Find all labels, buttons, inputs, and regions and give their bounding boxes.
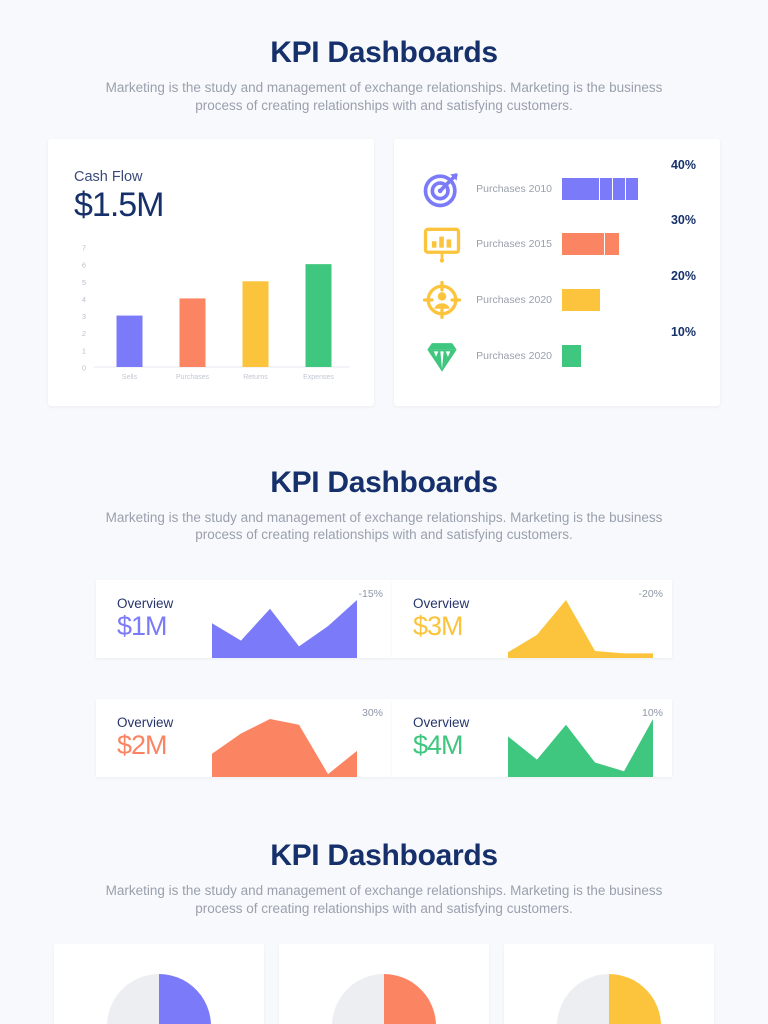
donut-chart [332, 973, 436, 1024]
donut-card[interactable] [279, 943, 489, 1024]
cash-flow-card[interactable]: Cash Flow $1.5M 0 1 2 3 4 5 6 7 Sells Purchases R… [48, 138, 374, 406]
overview-delta: 10% [641, 707, 663, 720]
donut-card[interactable] [54, 943, 264, 1024]
overview-delta: 30% [361, 707, 383, 720]
svg-text:7: 7 [82, 243, 86, 252]
section-kpi-one: KPI Dashboards Marketing is the study an… [0, 0, 768, 406]
overview-label: Overview [117, 595, 174, 611]
target-person-icon [420, 278, 464, 322]
section-header: KPI Dashboards Marketing is the study an… [0, 839, 768, 918]
goal-progress-bar[interactable] [562, 344, 581, 367]
svg-text:Expenses: Expenses [303, 374, 334, 381]
goal-percent: 30% [670, 213, 696, 228]
section-kpi-two: KPI Dashboards Marketing is the study an… [0, 406, 768, 778]
goal-row[interactable]: Purchases 2020 20% [412, 269, 702, 328]
goal-label: Purchases 2020 [476, 349, 552, 362]
svg-text:3: 3 [82, 312, 86, 321]
section-kpi-three: KPI Dashboards Marketing is the study an… [0, 777, 768, 1024]
goal-bar-segment [599, 177, 613, 200]
goal-bar-segment [625, 177, 638, 200]
overview-area-chart [212, 600, 357, 659]
overview-area-chart [212, 719, 357, 778]
page-title: KPI Dashboards [270, 36, 498, 69]
cards-row-three [0, 943, 768, 1024]
cash-flow-value: $1.5M [74, 185, 165, 224]
goal-bar-wrap: 20% [562, 269, 702, 311]
svg-text:Returns: Returns [243, 374, 268, 381]
bar-chart-y-axis: 0 1 2 3 4 5 6 7 [82, 243, 86, 372]
goal-bar-wrap: 10% [562, 325, 702, 367]
svg-text:4: 4 [82, 295, 86, 304]
overview-value: $4M [413, 730, 464, 761]
target-dart-icon [420, 167, 464, 211]
overview-card[interactable]: Overview $4M 10% [392, 699, 672, 778]
section-header: KPI Dashboards Marketing is the study an… [0, 466, 768, 545]
donut-chart [557, 973, 661, 1024]
presentation-chart-icon [420, 222, 464, 266]
goal-bar-segment [562, 177, 600, 200]
overview-text: Overview $2M [96, 715, 212, 762]
diamond-icon [420, 334, 464, 378]
goal-percent: 10% [670, 324, 696, 339]
overview-label: Overview [117, 714, 174, 730]
page-subtitle: Marketing is the study and management of… [105, 883, 663, 917]
goal-bar-wrap: 30% [562, 213, 702, 256]
overview-text: Overview $4M [392, 715, 508, 762]
donut-card[interactable] [504, 943, 714, 1024]
overview-value: $3M [413, 611, 464, 642]
overview-card[interactable]: Overview $2M 30% [96, 699, 392, 778]
overview-area-chart [508, 600, 653, 659]
goal-progress-bar[interactable] [562, 289, 600, 311]
overview-text: Overview $1M [96, 596, 212, 643]
svg-text:0: 0 [82, 363, 86, 372]
goal-bar-segment [562, 289, 600, 311]
svg-text:6: 6 [82, 260, 86, 269]
goal-percent: 20% [670, 269, 696, 283]
cash-flow-label: Cash Flow [74, 168, 143, 185]
overview-card[interactable]: Overview $1M -15% [96, 580, 392, 659]
goal-progress-bar[interactable] [562, 177, 638, 200]
goal-row[interactable]: Purchases 2020 10% [412, 325, 702, 384]
overview-label: Overview [413, 595, 470, 611]
goal-bar-segment [612, 177, 626, 200]
overview-area-chart [508, 719, 653, 778]
goal-label: Purchases 2010 [476, 182, 552, 195]
section-header: KPI Dashboards Marketing is the study an… [0, 36, 768, 115]
svg-text:Purchases: Purchases [176, 374, 210, 381]
overview-delta: -15% [358, 588, 383, 601]
goal-progress-bar[interactable] [562, 233, 619, 256]
svg-text:5: 5 [82, 277, 86, 286]
svg-text:Sells: Sells [122, 374, 138, 381]
goal-label: Purchases 2020 [476, 294, 552, 306]
overview-text: Overview $3M [392, 596, 508, 643]
overview-delta: -20% [638, 588, 663, 601]
svg-text:2: 2 [82, 329, 86, 338]
svg-text:1: 1 [82, 346, 86, 355]
cash-flow-bar-chart: 0 1 2 3 4 5 6 7 Sells Purchases Returns Expenses [82, 243, 350, 381]
page-title: KPI Dashboards [270, 839, 498, 873]
overview-value: $1M [117, 611, 168, 642]
purchases-goals-card[interactable]: Purchases 2010 40% [394, 138, 720, 406]
overview-card[interactable]: Overview $3M -20% [392, 580, 672, 659]
overview-label: Overview [413, 714, 470, 730]
goal-bar-segment [562, 344, 581, 367]
page-title: KPI Dashboards [270, 465, 498, 499]
goal-row[interactable]: Purchases 2010 40% [412, 158, 702, 217]
goal-bar-wrap: 40% [562, 158, 702, 200]
goal-percent: 40% [670, 157, 696, 172]
overview-value: $2M [117, 730, 168, 761]
goal-label: Purchases 2015 [476, 238, 552, 251]
page-subtitle: Marketing is the study and management of… [105, 80, 663, 113]
donut-chart [107, 973, 211, 1024]
goal-bar-segment [605, 233, 619, 256]
cards-row-one: Cash Flow $1.5M 0 1 2 3 4 5 6 7 Sells Purchases R… [0, 138, 768, 406]
bar-chart-x-axis: Sells Purchases Returns Expenses [122, 374, 334, 381]
goal-bar-segment [562, 233, 605, 256]
overview-cards-grid: Overview $1M -15% Overview $3M -20% Over… [96, 580, 672, 778]
goal-row[interactable]: Purchases 2015 30% [412, 213, 702, 272]
bar-chart-bars [116, 263, 332, 367]
page-subtitle: Marketing is the study and management of… [105, 509, 663, 543]
